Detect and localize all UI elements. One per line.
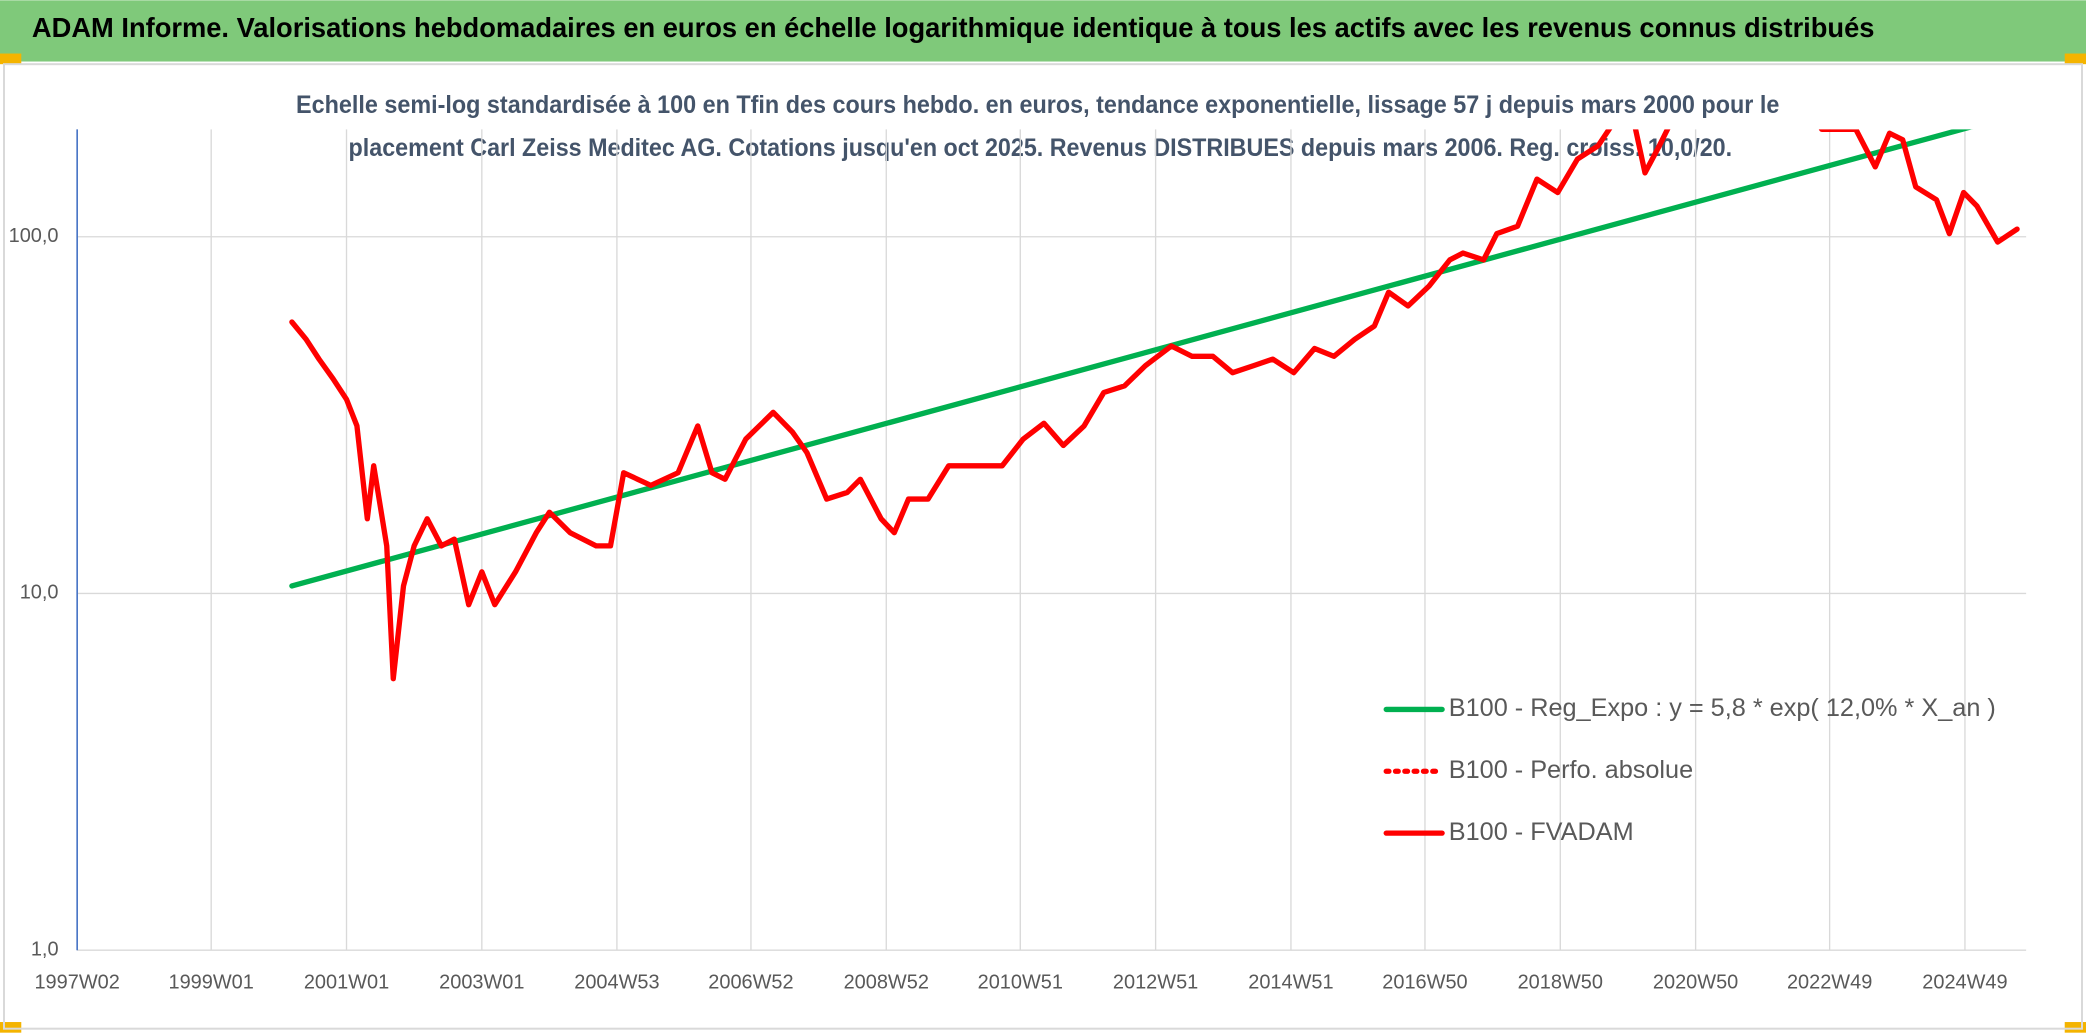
corner: [2064, 1022, 2086, 1033]
y-tick-label: 10,0: [20, 582, 59, 604]
corner: [0, 53, 22, 65]
x-tick-label: 2012W51: [1113, 972, 1198, 994]
header-band: [0, 0, 2086, 62]
corner: [0, 1022, 22, 1033]
x-tick-label: 2003W01: [439, 972, 524, 994]
x-tick-label: 2022W49: [1787, 972, 1872, 994]
x-tick-label: 2006W52: [708, 972, 793, 994]
corner: [2064, 53, 2086, 65]
series-line: [289, 129, 1972, 589]
chart-title: ADAM Informe. Valorisations hebdomadaire…: [32, 12, 1875, 43]
x-tick-label: 2024W49: [1922, 972, 2007, 994]
y-tick-label: 100,0: [9, 225, 59, 247]
x-tick-label: 2016W50: [1382, 972, 1467, 994]
grid: 1,0 10,0 100,0 1997W02 1999W01 2001W01 2003W01…: [9, 129, 2027, 994]
x-tick-label: 2008W52: [844, 972, 929, 994]
x-tick-label: 2004W53: [574, 972, 659, 994]
legend-label: B100 - Reg_Expo : y = 5,8 * exp( 12,0% *…: [1449, 694, 1996, 722]
x-tick-label: 2018W50: [1518, 972, 1603, 994]
series-line: [289, 129, 2020, 682]
x-tick-label: 1999W01: [169, 972, 254, 994]
y-tick-label: 1,0: [31, 938, 59, 960]
x-tick-label: 2010W51: [978, 972, 1063, 994]
legend: B100 - Reg_Expo : y = 5,8 * exp( 12,0% *…: [1383, 694, 1996, 846]
chart-subtitle: Echelle semi-log standardisée à 100 en T…: [296, 92, 1779, 119]
x-tick-label: 2020W50: [1653, 972, 1738, 994]
frame: [2, 63, 2084, 1030]
plot-area: [289, 129, 2020, 682]
x-tick-label: 2014W51: [1248, 972, 1333, 994]
x-tick-label: 1997W02: [34, 972, 119, 994]
legend-label: B100 - FVADAM: [1449, 818, 1634, 846]
chart-subtitle: placement Carl Zeiss Meditec AG. Cotatio…: [349, 135, 1733, 162]
legend-label: B100 - Perfo. absolue: [1449, 756, 1693, 784]
x-tick-label: 2001W01: [304, 972, 389, 994]
